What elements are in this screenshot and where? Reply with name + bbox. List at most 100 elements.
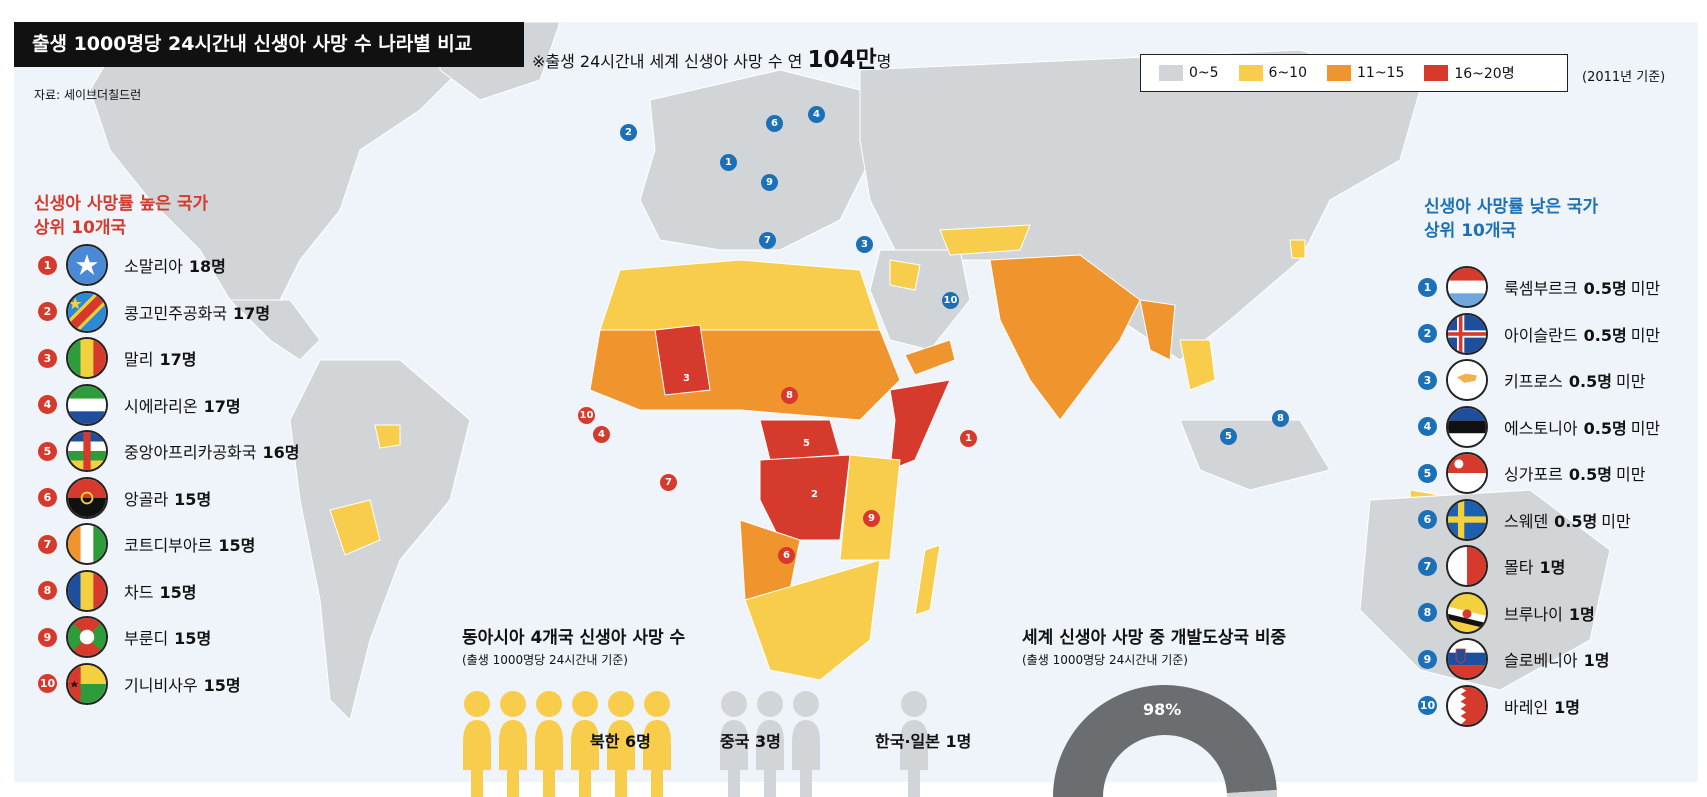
country-value: 0.5명	[1583, 279, 1627, 298]
country-row: 4 에스토니아 0.5명 미만	[1418, 404, 1660, 450]
country-value: 15명	[174, 629, 212, 648]
high-heading-line2: 상위 10개국	[34, 218, 127, 238]
country-row: 8 브루나이 1명	[1418, 590, 1595, 636]
country-value: 17명	[233, 303, 271, 323]
flag-icon	[1446, 266, 1488, 308]
map-marker-low: 6	[766, 115, 783, 132]
country-value: 1명	[1568, 604, 1595, 624]
country-row: 7 코트디부아르 15명	[38, 521, 255, 567]
country-value: 0.5명	[1583, 418, 1627, 438]
legend-item: 0~5	[1159, 65, 1219, 81]
donut-chart	[1053, 684, 1277, 797]
rank-badge: 7	[38, 534, 57, 554]
flag-icon	[1446, 312, 1488, 355]
country-row: 5 싱가포르 0.5명 미만	[1418, 450, 1645, 496]
country-name: 싱가포르	[1504, 465, 1563, 484]
person-icon	[720, 691, 748, 797]
region-mali	[654, 324, 711, 396]
rank-badge: 2	[38, 302, 57, 321]
rank-badge: 3	[1418, 370, 1437, 390]
region-indochina	[1179, 339, 1216, 391]
country-value: 15명	[218, 536, 256, 555]
country-value-suffix: 미만	[1630, 325, 1661, 345]
flag-icon	[1446, 545, 1488, 587]
legend-item: 16~20명	[1424, 63, 1515, 83]
country-value: 0.5명	[1568, 465, 1612, 484]
country-row: 2 아이슬란드 0.5명 미만	[1418, 311, 1660, 357]
legend-label: 0~5	[1189, 65, 1219, 81]
rank-badge: 5	[38, 441, 57, 461]
rank-badge: 4	[38, 395, 57, 414]
country-value-suffix: 미만	[1630, 418, 1661, 438]
country-name: 말리	[124, 350, 154, 369]
country-name: 스웨덴	[1504, 511, 1549, 531]
country-value: 1명	[1539, 558, 1566, 577]
map-marker-high: 4	[593, 426, 610, 443]
flag-icon	[66, 523, 108, 565]
country-value-suffix: 미만	[1615, 465, 1646, 484]
map-marker-low: 10	[942, 292, 959, 309]
rank-badge: 5	[1418, 463, 1437, 483]
flag-icon	[66, 430, 108, 472]
legend-swatch	[1327, 65, 1351, 81]
country-name: 콩고민주공화국	[124, 303, 228, 323]
region-bolivia	[329, 499, 381, 556]
source-note: 자료: 세이브더칠드런	[34, 88, 142, 102]
country-value: 0.5명	[1583, 325, 1627, 345]
region-yemen	[904, 339, 956, 376]
rank-badge: 10	[38, 674, 57, 693]
map-marker-high: 3	[678, 370, 695, 387]
flag-icon	[66, 569, 108, 612]
country-row: 2 콩고민주공화국 17명	[38, 289, 270, 335]
country-row: 6 스웨덴 0.5명 미만	[1418, 497, 1631, 543]
legend-swatch	[1238, 65, 1263, 81]
person-icon	[499, 691, 527, 797]
map-marker-high: 6	[778, 547, 795, 564]
country-value-suffix: 미만	[1601, 511, 1631, 531]
country-value: 16명	[262, 443, 300, 462]
people-group-label: 중국 3명	[720, 732, 781, 751]
map-marker-low: 1	[720, 154, 737, 171]
country-row: 10 바레인 1명	[1418, 683, 1580, 729]
rank-badge: 8	[38, 581, 57, 600]
flag-icon	[66, 383, 108, 426]
country-name: 몰타	[1504, 558, 1534, 577]
country-name: 키프로스	[1504, 372, 1563, 391]
flag-icon	[66, 662, 108, 705]
donut-segment-developing	[1053, 684, 1277, 797]
country-value: 15명	[159, 582, 197, 602]
legend: 0~5 6~10 11~15 16~20명	[1140, 54, 1568, 92]
low-heading-line1: 신생아 사망률 낮은 국가	[1424, 197, 1599, 217]
flag-icon	[66, 337, 108, 379]
donut-segment-other	[1226, 789, 1277, 797]
rank-badge: 10	[1418, 696, 1437, 715]
person-icon	[900, 691, 928, 797]
legend-swatch	[1424, 65, 1449, 81]
region-north-africa	[599, 259, 881, 336]
country-value: 0.5명	[1554, 511, 1598, 531]
country-value: 18명	[188, 257, 226, 276]
legend-label: 6~10	[1268, 65, 1307, 81]
page-title: 출생 1000명당 24시간내 신생아 사망 수 나라별 비교	[14, 22, 524, 67]
country-row: 9 부룬디 15명	[38, 614, 211, 660]
legend-note: (2011년 기준)	[1582, 70, 1666, 85]
person-icon	[756, 691, 784, 797]
country-name: 코트디부아르	[124, 536, 213, 555]
country-row: 3 키프로스 0.5명 미만	[1418, 357, 1645, 403]
map-marker-high: 1	[960, 430, 977, 447]
country-row: 7 몰타 1명	[1418, 543, 1565, 589]
low-heading-line2: 상위 10개국	[1424, 221, 1517, 241]
rank-badge: 2	[1418, 324, 1437, 343]
map-marker-low: 3	[856, 236, 873, 253]
flag-icon	[66, 244, 108, 286]
person-icon	[571, 691, 599, 797]
landmass-southeast-asia	[1179, 419, 1331, 491]
people-group-label: 북한 6명	[590, 732, 651, 751]
rank-badge: 8	[1418, 603, 1437, 622]
person-icon	[463, 691, 491, 797]
east-asia-subtitle: (출생 1000명당 24시간내 기준)	[462, 653, 628, 667]
country-value: 1명	[1583, 651, 1610, 670]
person-icon	[643, 691, 671, 797]
east-asia-title: 동아시아 4개국 신생아 사망 수	[462, 628, 686, 648]
